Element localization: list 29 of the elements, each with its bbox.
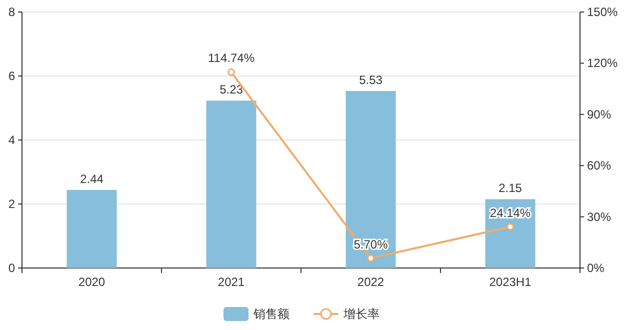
x-tick-label: 2022: [357, 275, 384, 289]
y2-tick-label: 0%: [587, 261, 605, 275]
y2-tick-label: 120%: [587, 56, 618, 70]
y-tick-label: 0: [8, 261, 16, 275]
data-label: 2.15: [498, 181, 522, 196]
legend-label: 增长率: [342, 307, 380, 321]
y-tick-label: 6: [8, 69, 16, 83]
data-label: 24.14%: [490, 206, 531, 220]
x-tick-label: 2021: [218, 275, 245, 289]
data-label: 5.53: [359, 73, 383, 88]
bar: [206, 100, 256, 268]
data-label: 114.74%: [208, 51, 255, 66]
y2-tick-label: 30%: [587, 210, 612, 224]
y-tick-label: 4: [8, 133, 16, 147]
y-tick-label: 2: [8, 197, 16, 211]
point: [506, 223, 514, 231]
x-tick-label: 2020: [78, 275, 106, 289]
bar: [66, 190, 117, 268]
y2-tick-label: 90%: [587, 107, 612, 122]
legend-label: 销售额: [252, 307, 290, 321]
y2-tick-label: 150%: [587, 5, 618, 19]
y2-tick-label: 60%: [587, 158, 612, 173]
data-label: 5.23: [220, 82, 244, 97]
point: [367, 254, 374, 262]
bar: [346, 91, 396, 268]
x-tick-label: 2023H1: [489, 275, 532, 289]
y-tick-label: 8: [8, 5, 16, 19]
data-label: 2.44: [80, 172, 104, 186]
point: [228, 68, 235, 76]
